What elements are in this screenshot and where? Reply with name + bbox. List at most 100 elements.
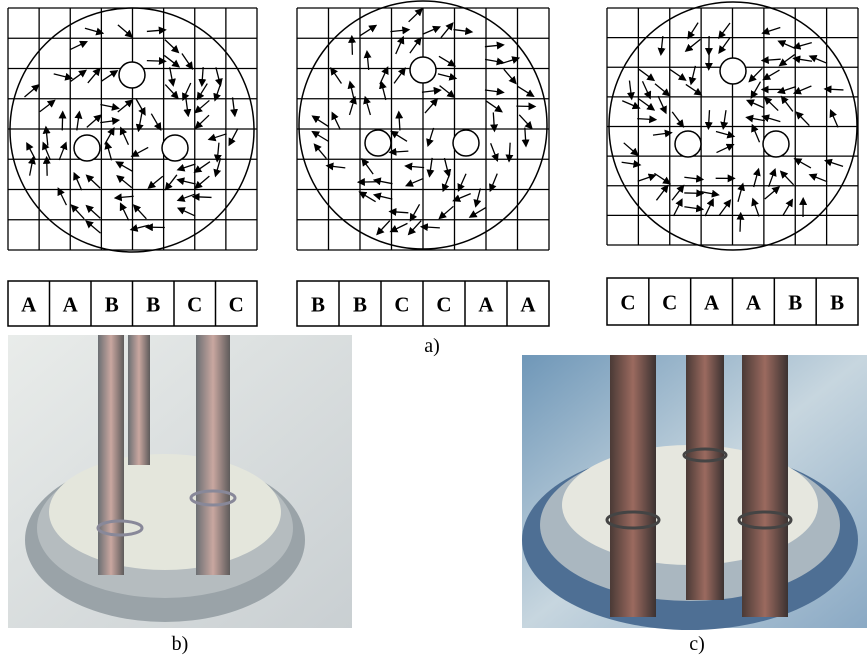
field-arrow [179,208,195,215]
field-arrow [399,112,400,130]
field-arrow [196,115,209,127]
field-arrow [27,144,35,160]
field-arrow [639,69,653,80]
field-arrow [501,58,518,63]
field-arrow [117,162,133,171]
field-arrow [349,98,354,115]
field-arrow [54,74,71,78]
field-arrow [719,23,730,37]
field-arrow [178,180,195,184]
phase-label: A [520,293,536,317]
field-arrow [794,43,811,48]
field-arrow [396,38,403,54]
field-arrow [795,159,811,168]
field-arrow [331,69,341,84]
phase-label: A [21,293,37,317]
field-arrow [102,71,117,81]
field-arrow [121,204,129,220]
field-arrow [409,221,421,234]
field-arrow [198,84,208,99]
field-arrow [229,129,237,145]
field-arrow [782,97,793,111]
field-arrow [439,56,454,65]
field-arrow [769,170,775,187]
field-arrow [118,101,132,112]
field-arrow [763,59,781,60]
field-arrow [217,143,219,161]
field-arrow [509,143,510,161]
field-arrow [196,176,210,188]
field-arrow [375,180,393,184]
field-arrow [134,206,146,219]
field-arrow [672,186,683,200]
field-arrow [719,201,730,215]
field-arrow [622,101,639,108]
phase-label: C [229,293,244,317]
field-arrow [753,126,760,143]
field-arrow [392,132,407,142]
field-arrow [360,192,375,201]
field-arrow [740,214,741,232]
field-arrow [170,67,173,85]
field-arrow [470,208,485,217]
field-arrow [149,176,163,187]
field-arrow [166,175,177,189]
field-arrow [428,128,433,145]
field-arrow [313,132,328,141]
field-arrow [661,36,663,54]
field-arrow [70,42,86,50]
field-arrow [72,206,84,219]
field-arrow [88,69,100,83]
phase-label: C [394,293,409,317]
field-arrow [100,120,118,122]
field-arrow [216,67,220,84]
field-arrow [485,59,503,62]
phase-label: A [63,293,79,317]
field-arrow [642,81,649,97]
field-arrow [476,188,481,205]
phase-label: C [187,293,202,317]
field-arrow [430,158,433,176]
field-arrow [59,189,67,205]
field-arrow [708,110,709,128]
phase-label: C [662,291,677,315]
field-arrow [313,117,328,127]
field-arrow [59,143,66,160]
field-arrow [87,116,101,128]
field-arrow [753,199,759,216]
field-arrow [654,173,669,183]
field-arrow [391,223,407,231]
field-arrow [765,187,779,199]
field-arrow [518,86,533,96]
field-arrow [394,69,405,84]
field-arrow [440,86,454,97]
field-arrow [350,82,354,100]
field-arrow [380,68,388,84]
field-arrow [691,66,695,84]
field-arrow [139,113,142,131]
field-arrow [797,113,810,126]
field-arrow [409,9,422,21]
phase-label: B [353,293,367,317]
field-arrow [795,86,812,93]
field-arrow [763,117,780,122]
field-arrow [780,55,795,66]
field-arrow [422,90,440,92]
field-arrow [716,132,733,137]
field-arrow [147,30,165,31]
field-arrow [178,164,195,170]
field-arrow [118,176,132,187]
field-arrow [425,100,437,114]
field-arrow [87,206,100,218]
field-arrow [165,85,177,98]
field-arrow [74,174,81,190]
field-arrow [182,53,192,68]
field-arrow [686,39,700,50]
field-arrow [360,26,375,36]
field-arrow [688,23,698,38]
field-arrow [705,200,713,216]
field-arrow [410,39,421,54]
field-arrow [100,104,118,108]
field-arrow [764,70,780,79]
